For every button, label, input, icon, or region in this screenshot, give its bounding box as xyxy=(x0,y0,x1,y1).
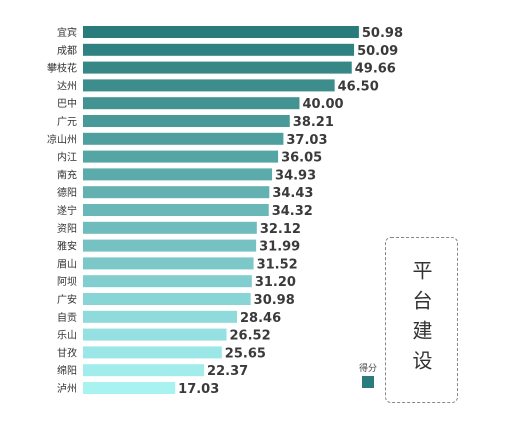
value-label: 26.52 xyxy=(230,329,271,344)
bar xyxy=(83,328,227,341)
category-label: 达州 xyxy=(57,80,77,92)
category-label: 乐山 xyxy=(57,330,77,342)
bar xyxy=(83,150,279,163)
value-label: 31.52 xyxy=(257,257,298,272)
side-title: 平台建设 xyxy=(409,260,433,380)
category-label: 攀枝花 xyxy=(47,62,77,75)
category-label: 绵阳 xyxy=(57,364,77,377)
value-label: 38.21 xyxy=(293,115,334,130)
side-title-box: 平台建设 xyxy=(385,237,458,403)
category-label: 自贡 xyxy=(57,311,77,324)
category-label: 德阳 xyxy=(57,186,77,199)
bar xyxy=(83,97,300,110)
value-label: 31.20 xyxy=(255,275,296,290)
value-label: 34.93 xyxy=(275,168,316,183)
bar xyxy=(83,26,359,38)
category-label: 广安 xyxy=(57,293,77,306)
value-label: 40.00 xyxy=(302,97,343,112)
category-label: 甘孜 xyxy=(57,346,77,359)
value-label: 50.09 xyxy=(357,44,398,59)
category-label: 宜宾 xyxy=(57,26,77,39)
value-label: 25.65 xyxy=(225,346,266,361)
value-label: 28.46 xyxy=(240,311,281,326)
legend-label: 得分 xyxy=(358,364,377,374)
bar xyxy=(83,382,176,394)
category-label: 广元 xyxy=(57,116,77,128)
value-label: 17.03 xyxy=(178,382,219,397)
bar xyxy=(83,61,352,74)
value-label: 50.98 xyxy=(362,26,403,41)
bar xyxy=(83,168,273,181)
bar xyxy=(83,204,269,216)
bar xyxy=(83,364,205,377)
legend-swatch xyxy=(362,376,374,388)
category-label: 阿坝 xyxy=(57,276,77,288)
value-label: 36.05 xyxy=(281,151,322,166)
bar xyxy=(83,186,270,199)
value-label: 30.98 xyxy=(254,293,295,308)
bar xyxy=(83,132,284,145)
category-label: 泸州 xyxy=(57,383,77,395)
category-label: 南充 xyxy=(57,168,77,181)
category-label: 巴中 xyxy=(57,97,77,110)
bar xyxy=(83,257,254,270)
category-label: 凉山州 xyxy=(47,133,77,146)
bar xyxy=(83,310,238,323)
category-label: 资阳 xyxy=(57,223,77,235)
value-label: 34.43 xyxy=(272,186,313,201)
value-label: 37.03 xyxy=(286,133,327,148)
category-label: 眉山 xyxy=(57,258,77,270)
bar xyxy=(83,43,355,56)
bar xyxy=(83,239,257,252)
category-label: 遂宁 xyxy=(57,204,77,217)
bar xyxy=(83,79,335,92)
category-label: 内江 xyxy=(57,151,77,164)
value-label: 46.50 xyxy=(338,79,379,94)
value-label: 49.66 xyxy=(355,62,396,77)
value-label: 32.12 xyxy=(260,222,301,237)
bar xyxy=(83,346,222,359)
bar xyxy=(83,115,290,127)
category-label: 雅安 xyxy=(57,240,77,253)
legend: 得分 xyxy=(358,364,378,388)
category-label: 成都 xyxy=(57,45,77,57)
value-label: 22.37 xyxy=(207,364,248,379)
bar xyxy=(83,293,251,305)
bar xyxy=(83,221,257,234)
bar xyxy=(83,275,252,288)
value-label: 31.99 xyxy=(259,240,300,255)
value-label: 34.32 xyxy=(272,204,313,219)
